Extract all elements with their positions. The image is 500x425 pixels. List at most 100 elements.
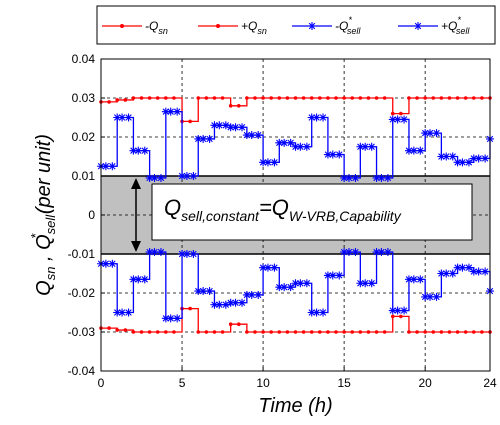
data-point — [453, 158, 462, 167]
data-point — [196, 96, 201, 100]
y-tick-label: 0.01 — [72, 169, 96, 183]
data-point — [356, 142, 365, 151]
legend: -Qsn +Qsn -Q* sell +Q* sell — [96, 5, 496, 45]
x-tick-label: 0 — [98, 376, 105, 390]
data-point — [390, 314, 395, 319]
x-tick-label: 10 — [256, 376, 270, 390]
data-point — [416, 275, 425, 284]
legend-label: +Qsn — [241, 19, 267, 36]
data-point — [431, 330, 436, 334]
data-point — [377, 173, 386, 182]
legend-item: -Qsn — [102, 19, 168, 36]
data-point — [238, 123, 247, 132]
data-point — [423, 330, 427, 334]
data-point — [432, 129, 441, 138]
data-point — [423, 96, 427, 100]
data-point — [275, 138, 284, 147]
data-point — [150, 173, 159, 182]
y-axis-title: Qsn , Qsell* (per unit) — [28, 134, 58, 296]
x-tick-label: 24 — [483, 376, 497, 390]
data-point — [155, 330, 160, 334]
y-tick-label: 0.03 — [72, 91, 96, 105]
data-point — [269, 96, 273, 100]
data-point — [471, 330, 476, 334]
annotation-text: Qsell,constant=QW-VRB,Capability — [164, 195, 402, 224]
data-point — [277, 96, 282, 100]
data-point — [212, 330, 217, 334]
data-point — [469, 154, 478, 163]
data-point — [335, 150, 344, 159]
data-point — [393, 306, 402, 315]
data-point — [377, 248, 386, 257]
data-point — [323, 271, 332, 280]
data-point — [247, 290, 256, 299]
data-point — [199, 287, 208, 296]
data-point — [291, 142, 300, 151]
data-point — [318, 96, 322, 100]
data-point — [270, 263, 279, 272]
legend-item: -Q* sell — [292, 15, 361, 36]
data-point — [318, 330, 322, 334]
data-point — [194, 287, 203, 296]
data-point — [307, 113, 316, 122]
data-point — [253, 330, 257, 334]
data-point — [124, 113, 133, 122]
legend-marker — [308, 22, 316, 30]
data-point — [236, 322, 241, 327]
data-point — [463, 96, 468, 100]
data-point — [242, 290, 251, 299]
data-point — [161, 107, 170, 116]
data-point — [340, 173, 349, 182]
data-point — [432, 292, 441, 301]
data-point — [409, 275, 418, 284]
data-point — [285, 96, 290, 100]
series-1 — [99, 96, 492, 124]
y-tick-label: 0 — [88, 208, 95, 222]
data-point — [356, 279, 365, 288]
data-point — [164, 330, 168, 334]
data-point — [382, 96, 387, 100]
data-point — [247, 131, 256, 140]
data-point — [161, 314, 170, 323]
data-point — [205, 134, 214, 143]
data-point — [210, 121, 219, 130]
data-point — [115, 328, 120, 332]
legend-item: +Q* sell — [398, 15, 470, 36]
data-point — [366, 96, 371, 100]
data-point — [421, 129, 430, 138]
data-point — [474, 154, 483, 163]
data-point — [326, 96, 330, 100]
annotation-q: Q — [164, 195, 181, 220]
data-point — [416, 146, 425, 155]
data-point — [374, 96, 379, 100]
arrow-head-up-icon — [131, 178, 141, 189]
data-point — [108, 259, 117, 268]
data-point — [404, 275, 413, 284]
data-point — [245, 96, 249, 100]
data-point — [293, 330, 298, 334]
annotation-eq: =Q — [259, 195, 289, 220]
data-point — [293, 96, 298, 100]
data-point — [166, 314, 175, 323]
data-point — [455, 96, 460, 100]
data-point — [372, 248, 381, 257]
data-point — [204, 330, 209, 334]
data-point — [447, 330, 452, 334]
data-point — [480, 96, 484, 100]
data-point — [134, 275, 143, 284]
data-point — [307, 308, 316, 317]
data-point — [340, 248, 349, 257]
data-point — [390, 111, 395, 116]
data-point — [134, 146, 143, 155]
y-tick-label: 0.04 — [72, 52, 96, 66]
data-point — [150, 248, 159, 257]
data-point — [309, 96, 314, 100]
data-point — [182, 172, 191, 180]
data-point — [156, 173, 165, 182]
y-title-star: * — [28, 233, 43, 239]
data-point — [173, 314, 182, 323]
y-title-q1: Q — [33, 280, 55, 296]
data-point — [204, 96, 209, 100]
data-point — [448, 269, 457, 278]
data-point — [108, 162, 117, 171]
